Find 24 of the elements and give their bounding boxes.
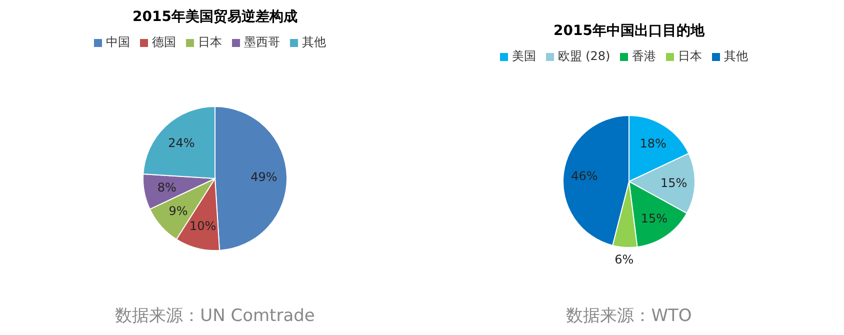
data-label: 49% <box>250 170 278 184</box>
legend-label: 香港 <box>632 49 656 63</box>
legend-label: 其他 <box>302 35 326 49</box>
source-note: 数据来源：UN Comtrade <box>114 305 316 327</box>
data-label: 15% <box>660 176 688 190</box>
legend-label: 美国 <box>512 49 536 63</box>
legend-label: 日本 <box>198 35 222 49</box>
data-label: 46% <box>571 168 598 183</box>
data-label: 15% <box>640 212 668 226</box>
data-label: 10% <box>189 218 216 233</box>
legend-label: 中国 <box>106 35 130 49</box>
data-label: 18% <box>640 136 666 151</box>
legend-label: 日本 <box>678 49 702 63</box>
data-label: 9% <box>168 204 188 218</box>
legend-label: 欧盟 (28) <box>558 49 610 63</box>
chart-title: 2015年美国贸易逆差构成 <box>132 8 298 27</box>
data-label: 8% <box>157 180 176 195</box>
data-label: 6% <box>614 252 634 266</box>
chart-title: 2015年中国出口目的地 <box>552 22 706 41</box>
data-label: 24% <box>168 136 195 150</box>
legend-label: 其他 <box>724 49 748 63</box>
legend-label: 德国 <box>152 35 176 49</box>
legend-label: 墨西哥 <box>244 35 280 49</box>
source-note: 数据来源：WTO <box>565 305 693 327</box>
